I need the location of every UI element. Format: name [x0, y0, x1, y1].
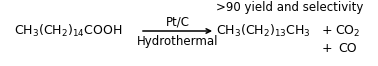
Text: CH$_3$(CH$_2$)$_{14}$COOH: CH$_3$(CH$_2$)$_{14}$COOH — [14, 23, 122, 39]
Text: +: + — [322, 24, 332, 37]
Text: Pt/C: Pt/C — [166, 16, 189, 29]
Text: >90 yield and selectivity: >90 yield and selectivity — [216, 2, 364, 15]
Text: Hydrothermal: Hydrothermal — [137, 36, 218, 49]
Text: +: + — [322, 42, 332, 55]
Text: CO: CO — [339, 42, 357, 55]
Text: CH$_3$(CH$_2$)$_{13}$CH$_3$: CH$_3$(CH$_2$)$_{13}$CH$_3$ — [215, 23, 310, 39]
Text: CO$_2$: CO$_2$ — [335, 23, 361, 39]
